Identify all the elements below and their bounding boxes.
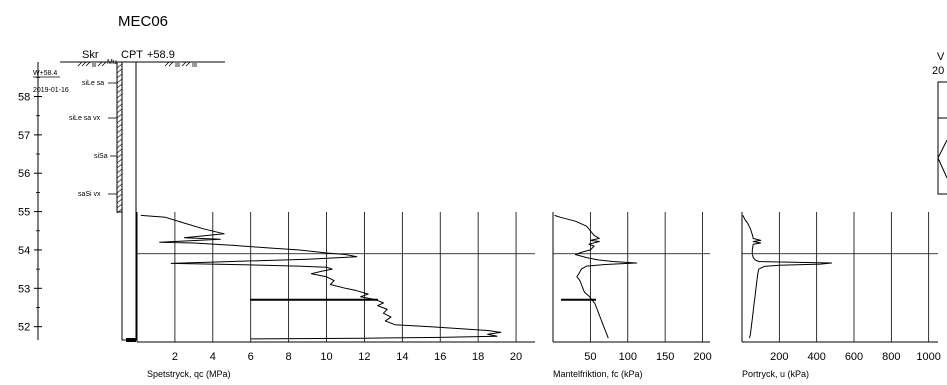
hatch-line — [116, 178, 123, 184]
cpt-rod — [121, 61, 137, 341]
hatch-line — [116, 148, 123, 154]
hatch-line — [116, 68, 123, 74]
depth-tick-label: 56 — [18, 168, 30, 180]
hatch-line — [116, 88, 123, 94]
x-tick-label: 6 — [248, 351, 254, 363]
hatch-line — [116, 103, 123, 109]
hatch-line — [116, 173, 123, 179]
ground-hatch-left — [77, 61, 107, 67]
hatch-line — [116, 133, 123, 139]
right-header-line2: 20 — [932, 65, 944, 77]
hatch-line — [116, 183, 123, 189]
fc-panel: 50 100 150 200 — [552, 212, 712, 363]
hatch-line — [116, 78, 123, 84]
x-tick-label: 800 — [882, 351, 900, 363]
hatch-line — [116, 168, 123, 174]
soil-column-hatch — [116, 63, 123, 214]
x-tick-label: 200 — [693, 351, 711, 363]
hatch-line — [116, 63, 123, 69]
right-box-curve — [937, 139, 947, 179]
depth-tick-label: 55 — [18, 207, 30, 219]
depth-axis-ticks: 58 57 56 55 54 53 52 — [18, 76, 42, 334]
soil-layer-label: siLe sa — [82, 80, 104, 87]
x-tick-label: 2 — [172, 351, 178, 363]
hatch-line — [116, 158, 123, 164]
depth-tick-label: 54 — [18, 245, 30, 257]
hatch-line — [116, 143, 123, 149]
x-tick-label: 12 — [358, 351, 370, 363]
hatch-line — [116, 193, 123, 199]
hatch-line — [116, 198, 123, 204]
u-panel: 200 400 600 800 1000 — [741, 212, 941, 363]
hatch-line — [116, 128, 123, 134]
x-tick-label: 600 — [845, 351, 863, 363]
depth-tick-label: 53 — [18, 283, 30, 295]
hatch-line — [116, 113, 123, 119]
diagram-title: MEC06 — [118, 13, 168, 30]
hatch-line — [116, 153, 123, 159]
mu-label: Mu — [107, 59, 117, 66]
cpt-rod-tip — [126, 338, 136, 342]
depth-tick-label: 57 — [18, 130, 30, 142]
right-header-line1: V — [937, 51, 945, 63]
groundwater-level: W+58.4 — [33, 70, 57, 77]
x-tick-label: 1000 — [916, 351, 940, 363]
hatch-line — [116, 188, 123, 194]
hatch-line — [116, 138, 123, 144]
skr-label: Skr — [82, 49, 99, 61]
hatch-line — [116, 108, 123, 114]
soil-layer-labels: siLe sa siLe sa vx siSa saSi vx — [69, 80, 117, 198]
x-tick-label: 100 — [619, 351, 637, 363]
hatch-line — [116, 118, 123, 124]
x-tick-label: 50 — [584, 351, 596, 363]
series-line-fc — [554, 214, 638, 339]
soil-layer-label: siLe sa vx — [69, 115, 101, 122]
hatch-line — [116, 208, 123, 214]
u-axis-label: Portryck, u (kPa) — [742, 369, 809, 379]
right-partial-box — [937, 81, 947, 195]
cpt-label: CPT — [121, 49, 143, 61]
depth-tick-label: 52 — [18, 322, 30, 334]
test-date: 2019-01-16 — [33, 87, 69, 94]
x-tick-label: 400 — [807, 351, 825, 363]
hatch-line — [116, 83, 123, 89]
hatch-line — [116, 203, 123, 209]
hatch-line — [116, 123, 123, 129]
hatch-line — [116, 73, 123, 79]
x-tick-label: 16 — [434, 351, 446, 363]
series-line-u — [742, 215, 833, 339]
x-tick-label: 200 — [770, 351, 788, 363]
soil-layer-label: siSa — [94, 153, 108, 160]
x-tick-label: 10 — [320, 351, 332, 363]
x-tick-label: 20 — [510, 351, 522, 363]
soil-layer-label: saSi vx — [78, 191, 101, 198]
x-tick-label: 8 — [286, 351, 292, 363]
x-tick-label: 18 — [472, 351, 484, 363]
qc-axis-label: Spetstryck, qc (MPa) — [147, 369, 231, 379]
fc-axis-label: Mantelfriktion, fc (kPa) — [553, 369, 643, 379]
x-tick-label: 150 — [656, 351, 674, 363]
hatch-line — [116, 163, 123, 169]
cpt-level-label: +58.9 — [147, 49, 175, 61]
x-tick-label: 4 — [210, 351, 216, 363]
hatch-line — [116, 98, 123, 104]
qc-panel: 2 4 6 8 10 12 14 16 18 20 — [136, 212, 535, 363]
hatch-line — [116, 93, 123, 99]
series-line-qc — [140, 214, 502, 340]
ground-hatch-right — [164, 61, 197, 67]
x-tick-label: 14 — [396, 351, 408, 363]
depth-tick-label: 58 — [18, 92, 30, 104]
